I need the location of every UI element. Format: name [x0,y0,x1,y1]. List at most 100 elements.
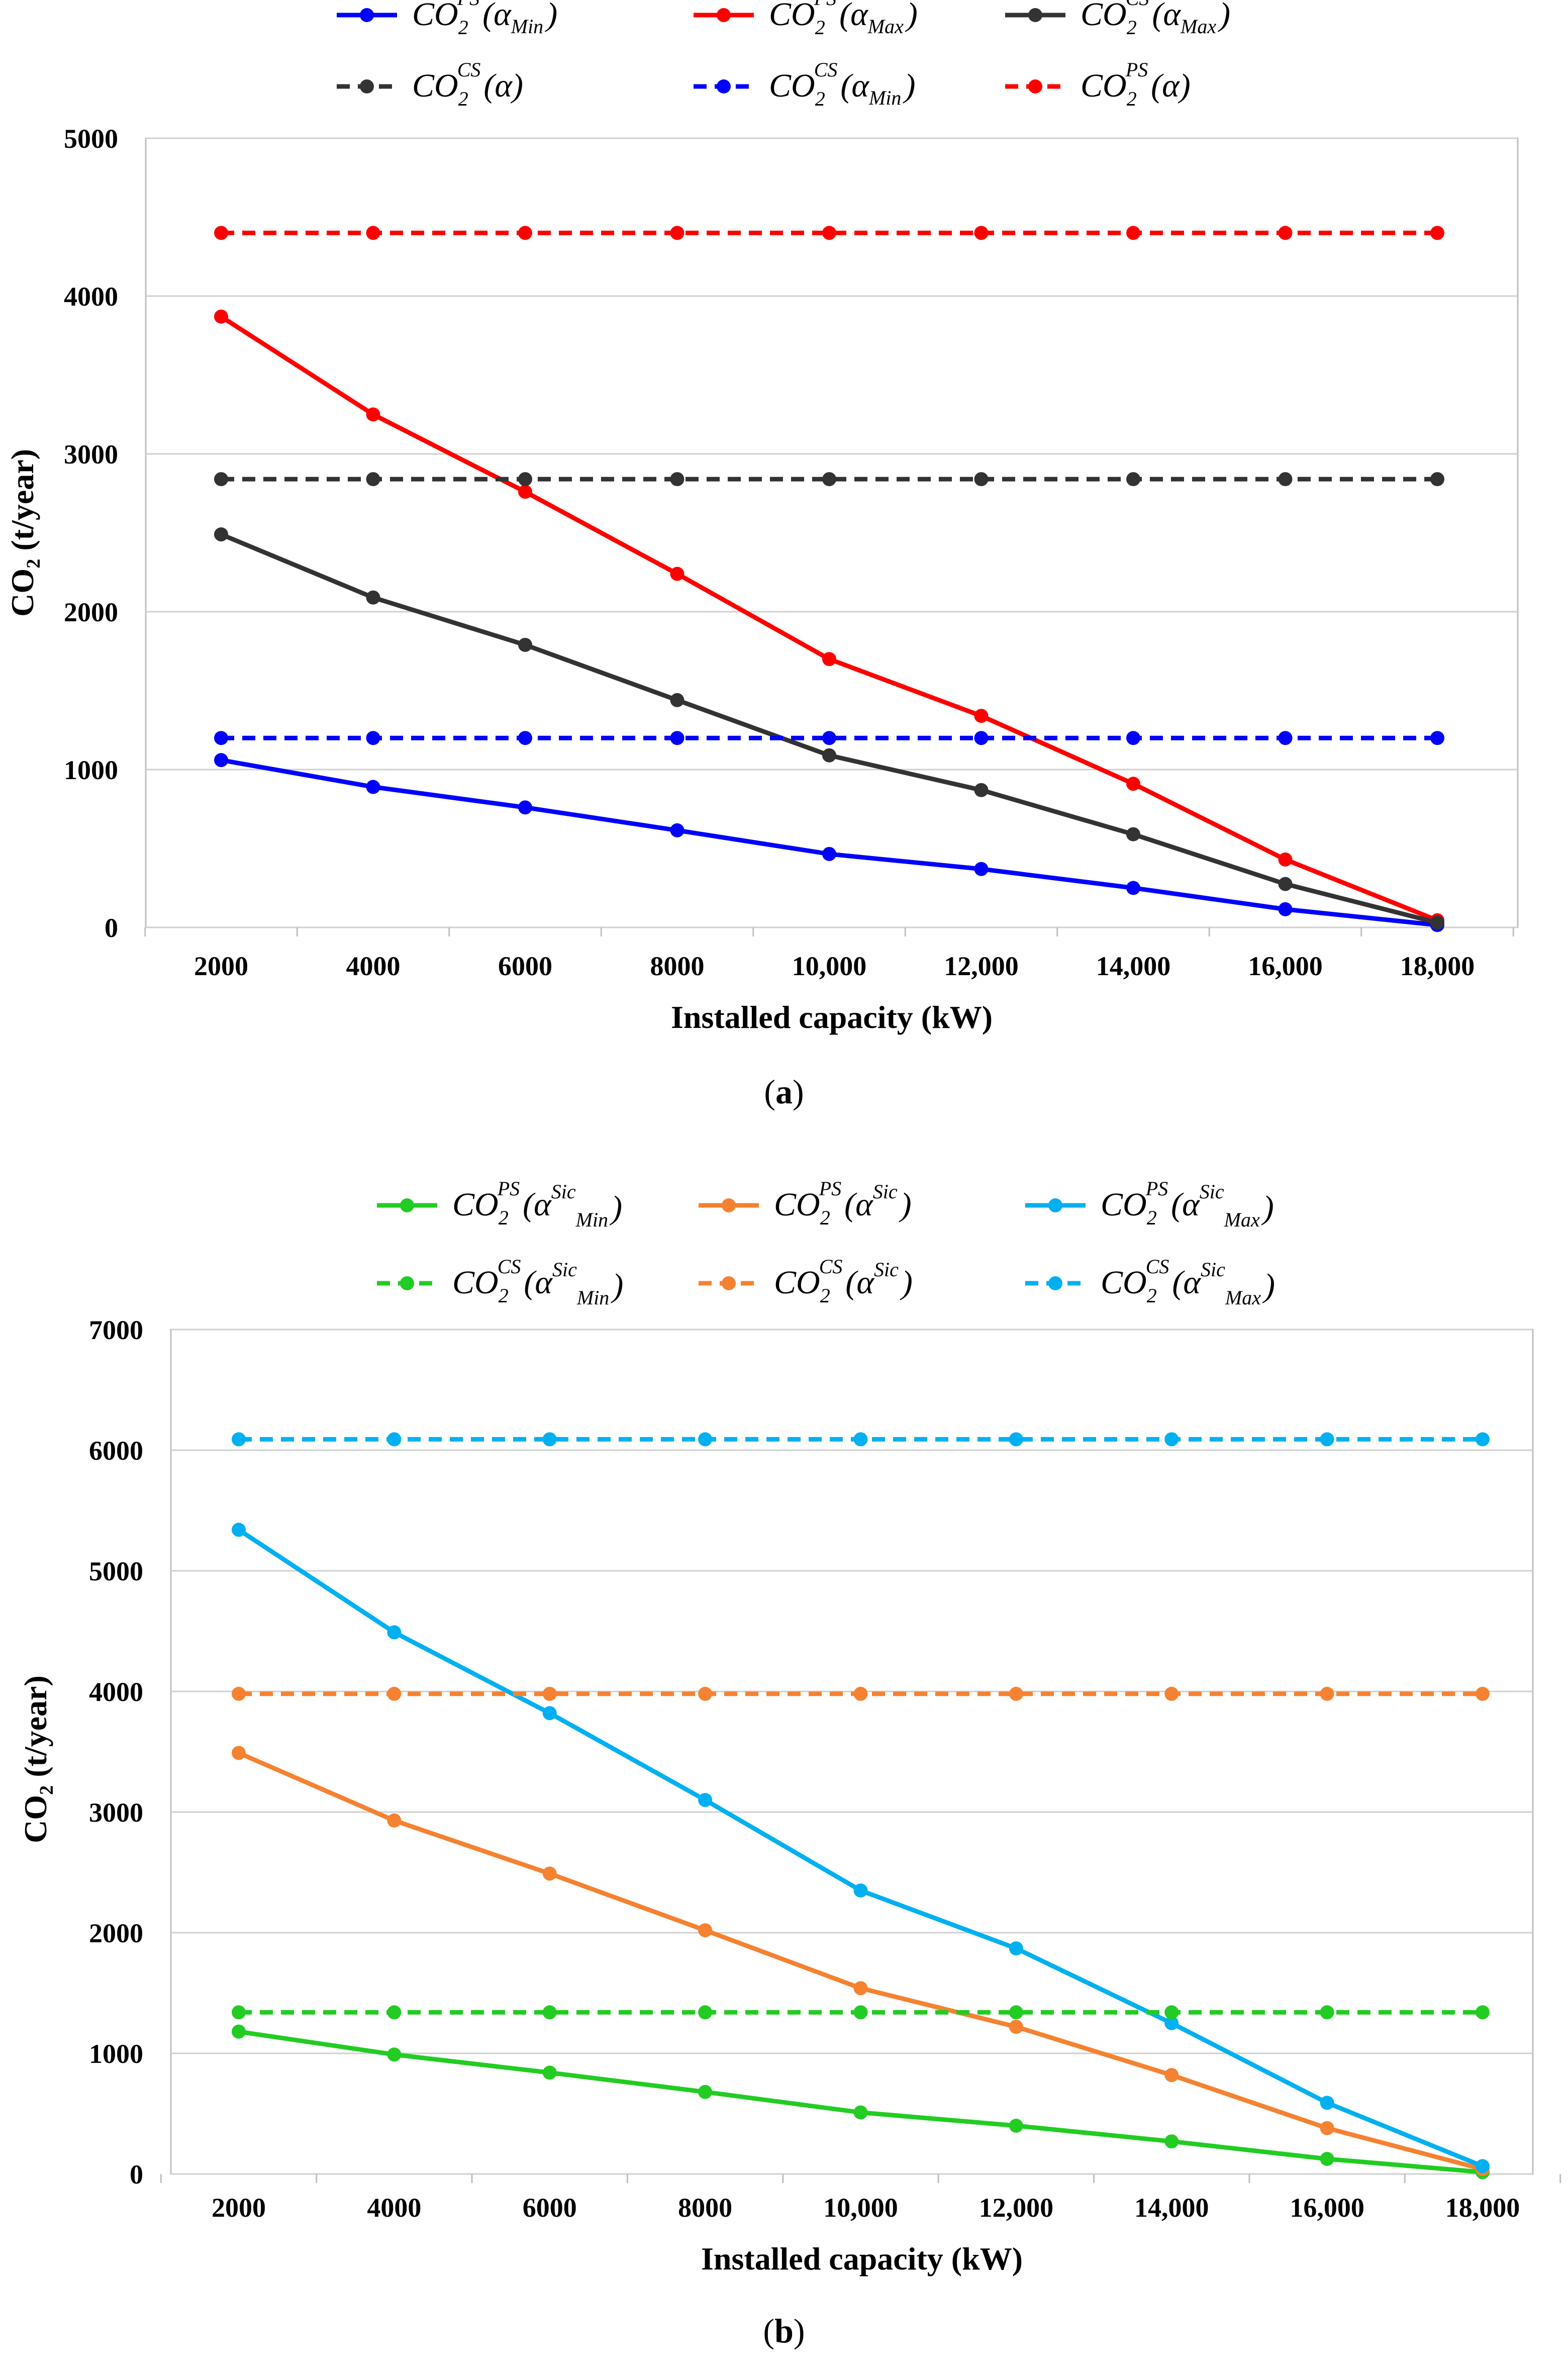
legend-item-b-3: CO2CS(αSicMin) [377,1255,623,1309]
legend-item-b-5: CO2CS(αSicMax) [1025,1255,1275,1309]
data-point-b-5-1 [387,1432,402,1447]
legend-label-b-0: CO2PS(αSicMin) [452,1177,622,1231]
legend-a: CO2PS(αMin) CO2PS(αMax) CO2CS(αMax) CO2CS(α… [337,0,1230,110]
x-tick-label-b-7: 16,000 [1290,2193,1364,2223]
data-point-a-0-3 [670,823,684,837]
data-point-a-3-3 [670,472,684,487]
data-point-a-4-8 [1430,731,1444,745]
legend-item-b-1: CO2PS(αSic) [699,1177,912,1229]
data-point-a-5-1 [366,226,380,240]
series-a-4 [214,731,1444,745]
data-point-b-2-0 [232,1523,246,1537]
x-tick-label-a-1: 4000 [346,951,401,981]
y-tick-label-b-4: 4000 [89,1677,143,1707]
series-a-5 [214,226,1444,240]
data-point-b-1-3 [698,1923,713,1938]
x-tick-marks-a [144,927,1514,936]
x-tick-label-b-4: 10,000 [823,2193,898,2223]
legend-marker-b-2 [1048,1198,1062,1212]
legend-item-a-0: CO2PS(αMin) [337,0,557,39]
x-tick-label-a-4: 10,000 [792,951,867,981]
x-tick-label-b-8: 18,000 [1445,2193,1520,2223]
caption-letter-b: b [774,2312,794,2350]
data-point-b-4-4 [853,1686,868,1701]
legend-marker-b-0 [400,1198,414,1212]
series-b-0 [232,2024,1490,2180]
series-a-1 [214,309,1444,927]
series-b-2 [232,1523,1490,2173]
data-point-a-3-8 [1430,472,1444,487]
data-point-a-3-4 [822,472,836,487]
legend-marker-a-4 [717,79,731,93]
data-point-a-5-2 [518,226,532,240]
legend-label-a-1: CO2PS(αMax) [769,0,918,39]
legend-label-a-4: CO2CS(αMin) [769,58,915,110]
data-point-b-3-6 [1164,2005,1179,2020]
legend-marker-b-3 [400,1276,414,1290]
legend-item-a-4: CO2CS(αMin) [694,58,915,110]
data-point-a-0-7 [1278,902,1293,916]
data-point-a-1-6 [1126,777,1140,791]
caption-letter-a: a [775,1073,793,1111]
data-point-b-3-4 [853,2005,868,2020]
data-point-b-5-5 [1009,1432,1023,1447]
data-point-b-0-6 [1164,2134,1179,2149]
y-tick-labels-a: 0 1000 2000 3000 4000 5000 [64,124,118,943]
legend-item-a-2: CO2CS(αMax) [1005,0,1230,39]
data-point-b-0-5 [1009,2119,1023,2133]
data-point-b-5-4 [853,1432,868,1447]
y-tick-label-b-3: 3000 [89,1797,143,1828]
x-tick-label-a-7: 16,000 [1248,951,1323,981]
x-tick-label-b-5: 12,000 [979,2193,1054,2223]
data-point-a-1-1 [366,407,380,422]
x-tick-marks-b [160,2174,1561,2183]
x-tick-label-a-8: 18,000 [1400,951,1475,981]
data-point-a-2-4 [822,748,836,763]
y-tick-label-a-5: 5000 [64,124,118,154]
legend-marker-a-3 [360,79,374,93]
legend-item-a-3: CO2CS(α) [337,58,523,110]
data-point-a-2-1 [366,590,380,605]
data-point-a-3-1 [366,472,380,487]
legend-label-a-0: CO2PS(αMin) [412,0,557,39]
x-axis-title-b: Installed capacity (kW) [701,2241,1023,2277]
data-point-a-0-1 [366,780,380,794]
data-point-a-0-6 [1126,881,1140,895]
data-point-a-1-2 [518,485,532,499]
data-point-a-1-5 [974,709,989,723]
x-tick-labels-a: 2000 4000 6000 8000 10,000 12,000 14,000 16,000… [194,951,1475,981]
data-point-a-5-3 [670,226,684,240]
data-point-a-4-4 [822,731,836,745]
data-point-a-2-0 [214,527,228,542]
x-tick-label-b-1: 4000 [367,2193,421,2223]
data-point-b-4-7 [1320,1686,1334,1701]
caption-close-b: ) [794,2312,805,2350]
data-point-a-3-5 [974,472,989,487]
data-point-b-0-3 [698,2085,713,2099]
legend-label-a-2: CO2CS(αMax) [1081,0,1230,39]
data-point-a-4-5 [974,731,989,745]
data-point-a-4-7 [1278,731,1293,745]
data-point-b-5-0 [232,1432,246,1447]
data-point-b-2-8 [1476,2159,1490,2173]
data-point-b-2-1 [387,1625,402,1640]
data-point-b-2-2 [542,1706,557,1721]
x-tick-label-b-2: 6000 [523,2193,577,2223]
x-tick-label-a-3: 8000 [650,951,705,981]
data-point-b-3-5 [1009,2005,1023,2020]
data-point-a-2-3 [670,693,684,707]
data-point-b-0-7 [1320,2152,1334,2166]
data-point-a-5-0 [214,226,228,240]
data-point-a-5-7 [1278,226,1293,240]
data-point-a-0-0 [214,753,228,768]
chart-panel-b: CO2PS(αSicMin) CO2PS(αSic) CO2PS(αSicMax) C… [18,1177,1561,2350]
data-point-b-2-3 [698,1793,713,1807]
y-tick-label-b-7: 7000 [89,1315,143,1345]
data-point-a-1-3 [670,566,684,581]
data-point-a-1-0 [214,309,228,324]
legend-label-b-5: CO2CS(αSicMax) [1101,1255,1275,1309]
series-b-1 [232,1746,1490,2176]
chart-panel-a: CO2PS(αMin) CO2PS(αMax) CO2CS(αMax) CO2CS(α… [5,0,1519,1111]
series-group-b [232,1432,1490,2180]
data-point-a-4-6 [1126,731,1140,745]
